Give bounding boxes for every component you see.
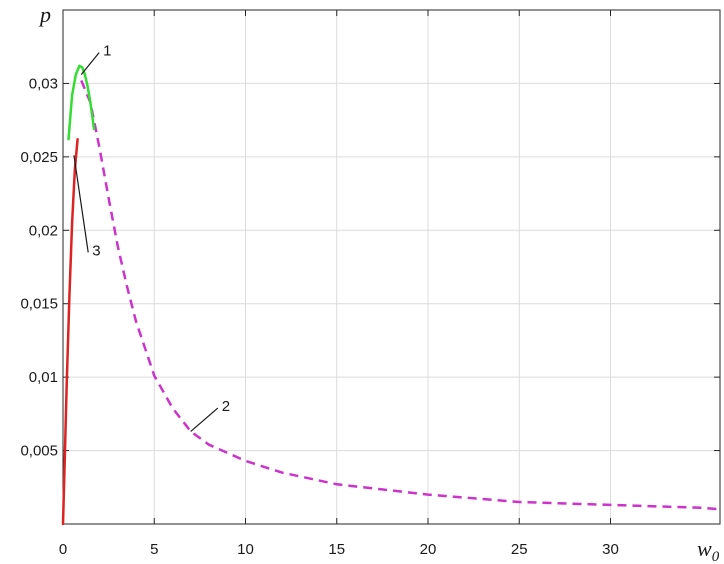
- x-tick-label: 10: [237, 541, 254, 558]
- y-tick-label: 0,025: [20, 149, 58, 166]
- annotation-label-3: 3: [92, 242, 100, 259]
- x-tick-label: 20: [420, 541, 437, 558]
- grid-lines: [63, 10, 720, 524]
- curve-annotations: 1 2 3: [73, 43, 230, 432]
- annotation-leader-3: [73, 155, 89, 253]
- x-tick-label: 5: [150, 541, 158, 558]
- axes: [62, 9, 721, 525]
- annotation-leader-2: [190, 407, 219, 432]
- series-layer: [61, 64, 721, 526]
- plot-frame: [62, 9, 721, 525]
- y-tick-label: 0,01: [29, 369, 58, 386]
- x-axis-label-subscript: 0: [712, 549, 720, 564]
- series-line-3: [61, 137, 79, 526]
- x-tick-label: 30: [602, 541, 619, 558]
- annotation-leader-1: [80, 52, 100, 75]
- y-tick-label: 0,015: [20, 296, 58, 313]
- annotation-label-2: 2: [222, 398, 230, 415]
- series-line-1: [67, 64, 96, 141]
- x-axis-label-main: w: [697, 536, 712, 561]
- x-axis-label: w0: [697, 536, 720, 564]
- y-tick-label: 0,02: [29, 222, 58, 239]
- y-tick-label: 0,03: [29, 75, 58, 92]
- y-axis-label: p: [38, 2, 51, 27]
- tick-labels: 0 5 10 15 20 25 30 0,005 0,01 0,015 0,02 0,025 0,03: [20, 75, 618, 558]
- y-tick-label: 0,005: [20, 443, 58, 460]
- series-line-2: [80, 80, 721, 511]
- x-tick-label: 0: [59, 541, 67, 558]
- x-tick-label: 15: [328, 541, 345, 558]
- tick-marks: [62, 10, 720, 524]
- annotation-label-1: 1: [103, 43, 111, 60]
- x-tick-label: 25: [511, 541, 528, 558]
